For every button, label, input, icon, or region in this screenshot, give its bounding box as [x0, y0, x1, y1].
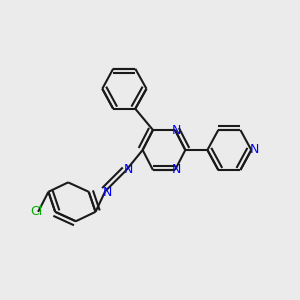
- Text: N: N: [250, 143, 260, 157]
- Text: Cl: Cl: [31, 205, 43, 218]
- Text: N: N: [172, 124, 181, 137]
- Text: N: N: [172, 163, 181, 176]
- Text: N: N: [124, 163, 134, 176]
- Text: N: N: [103, 186, 112, 199]
